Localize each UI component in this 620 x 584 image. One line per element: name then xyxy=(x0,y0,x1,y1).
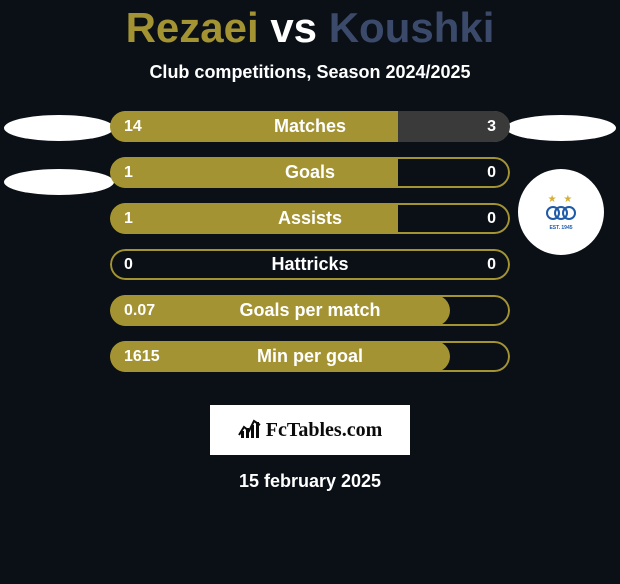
stat-value-left: 14 xyxy=(124,111,142,142)
stat-row: Matches14 3 xyxy=(110,111,510,142)
stat-label: Matches xyxy=(110,111,510,142)
logo-chart-icon xyxy=(238,417,262,444)
stat-label: Goals per match xyxy=(110,295,510,326)
stat-value-left: 0 xyxy=(124,249,133,280)
comparison-chart: ★ ★ EST. 1945 Matches143Goals10Assists10… xyxy=(0,111,620,391)
player-badge-left-2 xyxy=(4,169,114,195)
stat-value-left: 1 xyxy=(124,203,133,234)
stat-value-left: 1615 xyxy=(124,341,160,372)
stat-value-left: 0.07 xyxy=(124,295,155,326)
stat-label: Hattricks xyxy=(110,249,510,280)
subtitle: Club competitions, Season 2024/2025 xyxy=(0,62,620,83)
stat-bars: Matches143Goals10Assists10Hattricks00Goa… xyxy=(110,111,510,387)
stat-row: Assists1 0 xyxy=(110,203,510,234)
badge-est-text: EST. 1945 xyxy=(549,225,572,231)
title-right: Koushki xyxy=(329,4,495,51)
stat-value-right: 3 xyxy=(487,111,496,142)
stat-value-right: 0 xyxy=(487,203,496,234)
player-badge-left-1 xyxy=(4,115,114,141)
player-badge-right-1 xyxy=(506,115,616,141)
stat-value-right: 0 xyxy=(487,249,496,280)
title-vs: vs xyxy=(270,4,317,51)
stat-row: Goals1 0 xyxy=(110,157,510,188)
stat-label: Goals xyxy=(110,157,510,188)
stat-row: Hattricks0 0 xyxy=(110,249,510,280)
stat-label: Min per goal xyxy=(110,341,510,372)
fctables-logo: FcTables.com xyxy=(210,405,410,455)
footer-date: 15 february 2025 xyxy=(0,471,620,492)
logo-text: FcTables.com xyxy=(266,419,382,442)
title-left: Rezaei xyxy=(126,4,259,51)
stat-row: Min per goal1615 xyxy=(110,341,510,372)
stat-value-right: 0 xyxy=(487,157,496,188)
page-title: Rezaei vs Koushki xyxy=(0,4,620,52)
stat-label: Assists xyxy=(110,203,510,234)
stat-value-left: 1 xyxy=(124,157,133,188)
badge-stars-icon: ★ ★ xyxy=(548,194,575,205)
badge-rings-icon xyxy=(544,206,578,224)
stat-row: Goals per match0.07 xyxy=(110,295,510,326)
club-badge-right: ★ ★ EST. 1945 xyxy=(520,171,602,253)
